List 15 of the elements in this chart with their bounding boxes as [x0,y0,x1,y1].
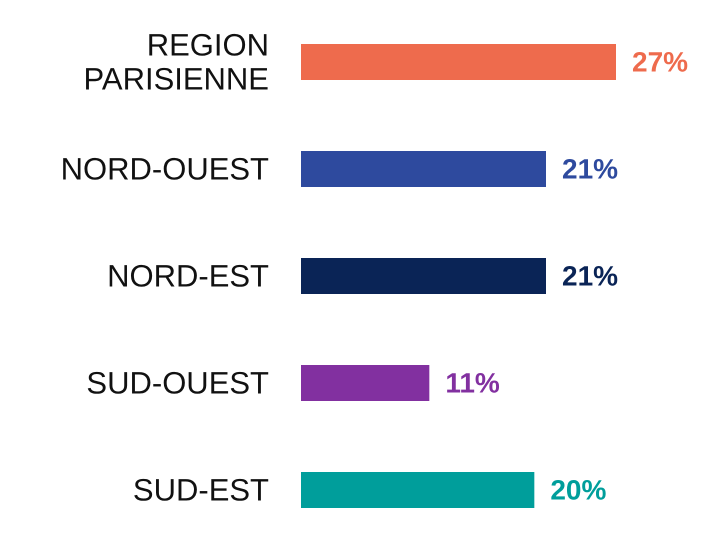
y-tick-label: NORD-OUEST [60,151,270,186]
data-label: 11% [445,368,500,398]
data-label: 21% [562,260,618,292]
y-tick-label: REGION PARISIENNE [84,27,269,96]
data-label: 20% [550,474,606,506]
y-tick-label: NORD-EST [107,258,270,293]
bar [301,365,430,401]
y-tick-label: SUD-OUEST [86,365,270,400]
bar [301,151,546,187]
bar [301,258,546,294]
bar [301,472,534,508]
y-tick-label: SUD-EST [132,472,270,507]
data-label: 21% [562,154,618,184]
data-label: 27% [632,46,688,78]
bar [301,44,616,80]
